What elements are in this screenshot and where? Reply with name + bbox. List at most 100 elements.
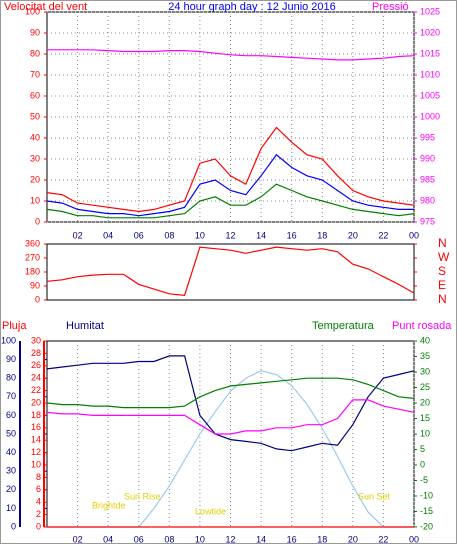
y-tick-label: 20 — [31, 397, 41, 407]
y-tick-label: 30 — [31, 335, 41, 345]
y-tick-label: 985 — [420, 174, 435, 184]
y-tick-label: 26 — [31, 360, 41, 370]
y-tick-label: N — [438, 236, 447, 250]
y-tick-label: 0 — [420, 459, 425, 469]
x-tick-label: 08 — [164, 534, 174, 544]
y-tick-label: 18 — [31, 410, 41, 420]
series-line — [46, 355, 415, 452]
y-tick-label: 1025 — [420, 6, 440, 16]
x-tick-label: 20 — [348, 534, 358, 544]
y-tick-label: 35 — [420, 351, 430, 361]
y-tick-label: 100 — [1, 335, 16, 345]
y-tick-label: 16 — [31, 422, 41, 432]
wind-label: Velocitat del vent — [4, 1, 87, 13]
y-tick-label: 360 — [25, 238, 40, 248]
y-tick-label: 30 — [6, 466, 16, 476]
y-tick-label: 80 — [6, 373, 16, 383]
y-tick-label: 60 — [30, 90, 40, 100]
x-tick-label: 08 — [164, 230, 174, 240]
humidity-label: Humitat — [66, 320, 104, 332]
x-tick-label: 18 — [317, 534, 327, 544]
y-tick-label: 30 — [30, 153, 40, 163]
x-tick-label: 20 — [348, 230, 358, 240]
annotation: Sun Set — [358, 491, 391, 501]
y-tick-label: 5 — [420, 444, 425, 454]
x-tick-label: 02 — [73, 230, 83, 240]
series-line — [46, 153, 414, 217]
y-tick-label: 90 — [30, 280, 40, 290]
y-tick-label: 10 — [30, 195, 40, 205]
y-tick-label: 1010 — [420, 69, 440, 79]
y-tick-label: 990 — [420, 153, 435, 163]
series-line — [46, 377, 415, 409]
y-tick-label: 1000 — [420, 111, 440, 121]
y-tick-label: 70 — [30, 69, 40, 79]
y-tick-label: 24 — [31, 373, 41, 383]
y-tick-label: 1015 — [420, 48, 440, 58]
x-tick-label: 04 — [103, 534, 113, 544]
y-tick-label: 0 — [35, 294, 40, 304]
series-line — [46, 246, 415, 296]
y-tick-label: 40 — [30, 132, 40, 142]
annotation: Lowtide — [195, 506, 226, 516]
y-tick-label: 90 — [30, 27, 40, 37]
x-tick-label: 10 — [195, 230, 205, 240]
x-tick-label: 02 — [73, 534, 83, 544]
y-tick-label: 100 — [25, 6, 40, 16]
y-tick-label: 30 — [420, 366, 430, 376]
y-tick-label: 50 — [30, 111, 40, 121]
y-tick-label: 20 — [420, 397, 430, 407]
y-tick-label: 25 — [420, 382, 430, 392]
annotation: Brightde — [92, 500, 126, 510]
series-line — [46, 183, 415, 219]
y-tick-label: 90 — [6, 354, 16, 364]
x-tick-label: 10 — [195, 534, 205, 544]
y-tick-label: 20 — [30, 174, 40, 184]
y-tick-label: 975 — [420, 216, 435, 226]
y-tick-label: 70 — [6, 391, 16, 401]
y-tick-label: 12 — [31, 447, 41, 457]
y-tick-label: 22 — [31, 385, 41, 395]
y-tick-label: 270 — [25, 252, 40, 262]
y-tick-label: N — [438, 292, 447, 306]
y-tick-label: 995 — [420, 132, 435, 142]
y-tick-label: 80 — [30, 48, 40, 58]
series-line — [47, 49, 415, 61]
x-tick-label: 14 — [256, 230, 266, 240]
y-tick-label: 28 — [31, 348, 41, 358]
temperature-label: Temperatura — [312, 320, 375, 332]
x-tick-label: 16 — [287, 230, 297, 240]
plot-area — [46, 243, 415, 301]
y-tick-label: 1020 — [420, 27, 440, 37]
y-tick-label: S — [438, 264, 446, 278]
x-tick-label: 04 — [103, 230, 113, 240]
y-tick-label: 60 — [6, 410, 16, 420]
x-tick-label: 00 — [409, 230, 419, 240]
rain-label: Pluja — [2, 320, 27, 332]
y-tick-label: 10 — [31, 459, 41, 469]
y-tick-label: 20 — [6, 484, 16, 494]
x-tick-label: 18 — [317, 230, 327, 240]
x-tick-label: 06 — [134, 230, 144, 240]
y-tick-label: 14 — [31, 435, 41, 445]
y-tick-label: 10 — [6, 503, 16, 513]
y-tick-label: 4 — [36, 497, 41, 507]
y-tick-label: 0 — [35, 216, 40, 226]
y-tick-label: 0 — [11, 521, 16, 531]
x-tick-label: 12 — [225, 534, 235, 544]
dewpoint-label: Punt rosada — [392, 320, 452, 332]
y-tick-label: -20 — [420, 521, 433, 531]
y-tick-label: -5 — [420, 475, 428, 485]
x-tick-label: 22 — [378, 534, 388, 544]
x-tick-label: 06 — [134, 534, 144, 544]
x-tick-label: 16 — [287, 534, 297, 544]
y-tick-label: 0 — [36, 521, 41, 531]
y-tick-label: 15 — [420, 413, 430, 423]
x-tick-label: 00 — [409, 534, 419, 544]
pressure-label: Pressió — [372, 1, 409, 13]
y-tick-label: 2 — [36, 509, 41, 519]
y-tick-label: 8 — [36, 472, 41, 482]
series-line — [46, 399, 415, 435]
series-line — [46, 126, 415, 213]
y-tick-label: 1005 — [420, 90, 440, 100]
